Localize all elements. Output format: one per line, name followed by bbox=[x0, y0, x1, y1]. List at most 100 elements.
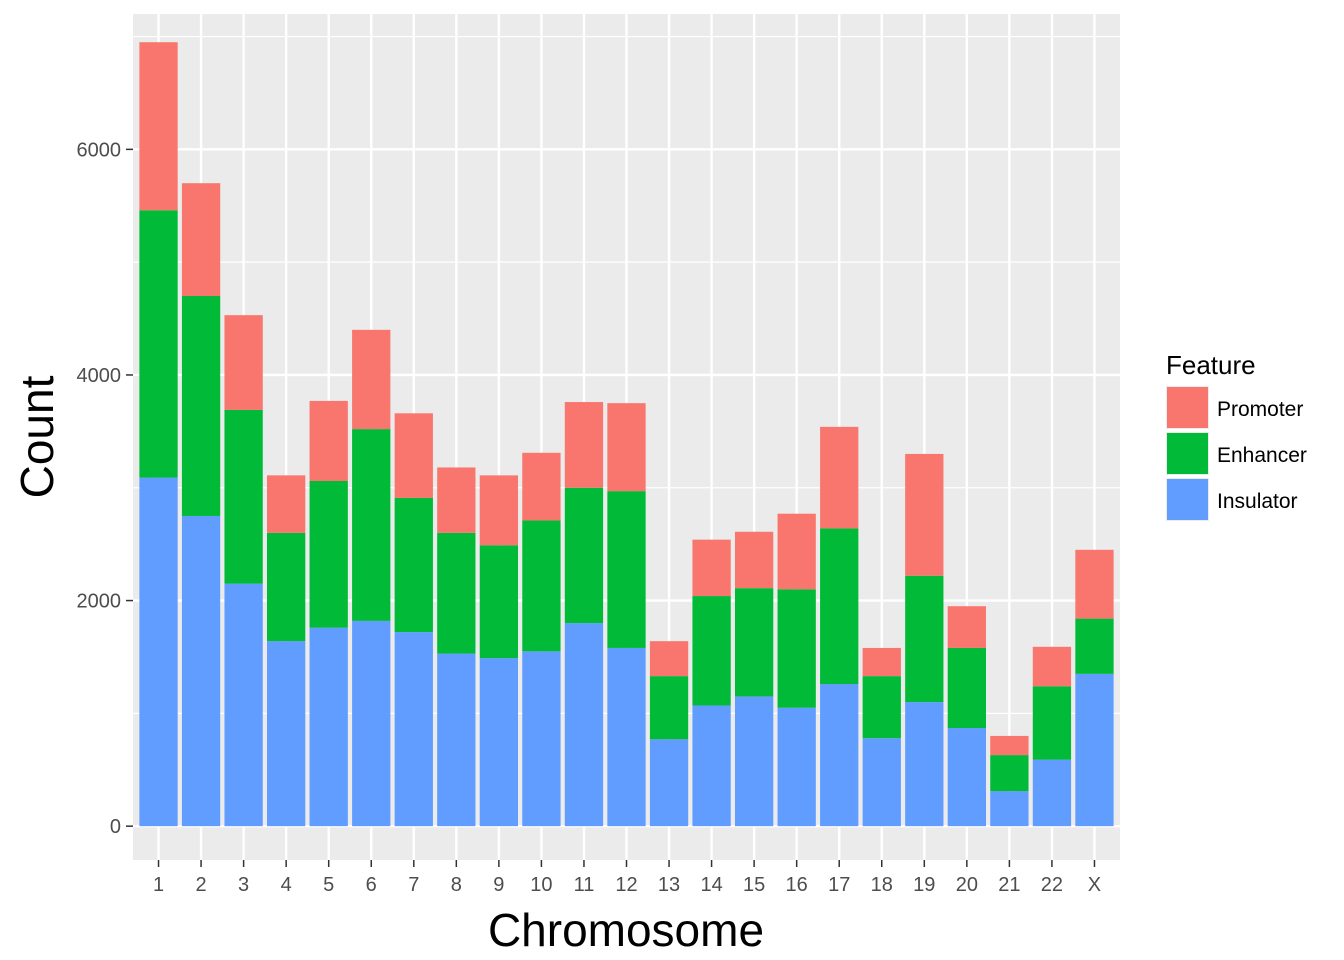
legend-label-enhancer: Enhancer bbox=[1217, 444, 1307, 467]
x-tick-label: 17 bbox=[828, 874, 850, 896]
bar-enhancer-9 bbox=[479, 545, 519, 659]
bar-insulator-6 bbox=[352, 620, 391, 827]
bar-promoter-3 bbox=[224, 315, 263, 410]
bar-promoter-15 bbox=[734, 531, 774, 589]
x-tick-label: 22 bbox=[1041, 874, 1063, 896]
x-tick-label: 3 bbox=[238, 874, 249, 896]
bar-insulator-12 bbox=[607, 647, 646, 827]
bar-insulator-22 bbox=[1032, 759, 1072, 827]
bar-insulator-3 bbox=[224, 583, 263, 827]
bar-enhancer-7 bbox=[394, 497, 433, 633]
bar-enhancer-11 bbox=[564, 487, 604, 624]
bar-insulator-19 bbox=[905, 702, 944, 827]
bar-promoter-X bbox=[1075, 549, 1114, 619]
bar-insulator-18 bbox=[862, 738, 901, 827]
x-tick-label: 16 bbox=[786, 874, 808, 896]
legend: Feature Promoter Enhancer Insulator bbox=[1166, 350, 1307, 521]
x-tick-label: 12 bbox=[615, 874, 637, 896]
legend-title: Feature bbox=[1166, 350, 1256, 380]
bar-insulator-20 bbox=[947, 728, 986, 827]
x-tick-label: 14 bbox=[700, 874, 722, 896]
bar-promoter-17 bbox=[820, 426, 859, 529]
legend-swatch-insulator bbox=[1167, 479, 1208, 520]
bar-insulator-4 bbox=[267, 641, 306, 827]
bars bbox=[139, 42, 1114, 827]
bar-promoter-1 bbox=[139, 42, 178, 211]
bar-promoter-13 bbox=[649, 641, 689, 677]
bar-promoter-14 bbox=[692, 539, 731, 597]
bar-promoter-19 bbox=[905, 453, 944, 576]
bar-enhancer-15 bbox=[734, 588, 774, 697]
bar-promoter-12 bbox=[607, 403, 646, 492]
bar-insulator-14 bbox=[692, 705, 731, 827]
bar-enhancer-17 bbox=[820, 528, 859, 685]
y-tick-label: 2000 bbox=[77, 591, 122, 613]
bar-enhancer-6 bbox=[352, 429, 391, 621]
x-tick-label: 15 bbox=[743, 874, 765, 896]
x-tick-label: 20 bbox=[956, 874, 978, 896]
legend-swatch-enhancer bbox=[1167, 433, 1208, 474]
bar-enhancer-5 bbox=[309, 480, 348, 628]
bar-insulator-5 bbox=[309, 627, 348, 827]
x-axis: 1 2 3 4 5 6 7 8 9 10 11 12 13 14 15 16 17 18 19 20 21 22 X bbox=[153, 860, 1101, 896]
y-tick-label: 4000 bbox=[77, 365, 122, 387]
x-tick-label: 5 bbox=[323, 874, 334, 896]
bar-promoter-22 bbox=[1032, 646, 1072, 687]
bar-enhancer-14 bbox=[692, 596, 731, 706]
x-tick-label: 21 bbox=[998, 874, 1020, 896]
x-tick-label: 10 bbox=[530, 874, 552, 896]
x-tick-label: 19 bbox=[913, 874, 935, 896]
x-axis-title: Chromosome bbox=[488, 904, 764, 956]
bar-promoter-21 bbox=[990, 735, 1029, 756]
bar-insulator-21 bbox=[990, 791, 1029, 827]
bar-enhancer-12 bbox=[607, 491, 646, 648]
x-tick-label: X bbox=[1088, 874, 1101, 896]
bar-enhancer-10 bbox=[522, 520, 561, 652]
bar-enhancer-20 bbox=[947, 647, 986, 729]
x-tick-label: 7 bbox=[408, 874, 419, 896]
bar-promoter-16 bbox=[777, 513, 816, 590]
bar-promoter-6 bbox=[352, 329, 391, 430]
bar-promoter-10 bbox=[522, 452, 561, 521]
y-axis-title: Count bbox=[11, 375, 63, 498]
legend-label-insulator: Insulator bbox=[1217, 490, 1298, 513]
bar-promoter-8 bbox=[437, 467, 476, 533]
bar-insulator-15 bbox=[734, 696, 774, 827]
bar-enhancer-21 bbox=[990, 755, 1029, 792]
bar-enhancer-2 bbox=[181, 296, 221, 516]
x-tick-label: 11 bbox=[574, 874, 595, 896]
bar-insulator-11 bbox=[564, 623, 604, 827]
x-tick-label: 13 bbox=[658, 874, 680, 896]
bar-enhancer-8 bbox=[437, 532, 476, 654]
bar-enhancer-16 bbox=[777, 589, 816, 708]
x-tick-label: 6 bbox=[366, 874, 377, 896]
bar-insulator-9 bbox=[479, 658, 519, 827]
x-tick-label: 9 bbox=[493, 874, 504, 896]
x-tick-label: 18 bbox=[871, 874, 893, 896]
bar-insulator-7 bbox=[394, 632, 433, 827]
bar-insulator-10 bbox=[522, 651, 561, 827]
bar-promoter-9 bbox=[479, 475, 519, 546]
bar-enhancer-X bbox=[1075, 618, 1114, 674]
bar-insulator-1 bbox=[139, 477, 178, 827]
legend-label-promoter: Promoter bbox=[1217, 398, 1303, 421]
x-tick-label: 2 bbox=[196, 874, 207, 896]
bar-promoter-11 bbox=[564, 402, 604, 488]
legend-swatch-promoter bbox=[1167, 387, 1208, 428]
bar-enhancer-19 bbox=[905, 575, 944, 703]
bar-enhancer-3 bbox=[224, 409, 263, 584]
bar-insulator-17 bbox=[820, 684, 859, 827]
bar-insulator-8 bbox=[437, 653, 476, 827]
bar-enhancer-22 bbox=[1032, 686, 1072, 760]
x-tick-label: 8 bbox=[451, 874, 462, 896]
y-tick-label: 0 bbox=[110, 816, 121, 838]
bar-insulator-2 bbox=[181, 515, 221, 827]
bar-insulator-16 bbox=[777, 707, 816, 827]
x-tick-label: 1 bbox=[153, 874, 164, 896]
bar-insulator-13 bbox=[649, 739, 689, 827]
bar-insulator-X bbox=[1075, 673, 1114, 827]
bar-enhancer-4 bbox=[267, 532, 306, 642]
bar-promoter-4 bbox=[267, 475, 306, 533]
bar-enhancer-1 bbox=[139, 210, 178, 478]
